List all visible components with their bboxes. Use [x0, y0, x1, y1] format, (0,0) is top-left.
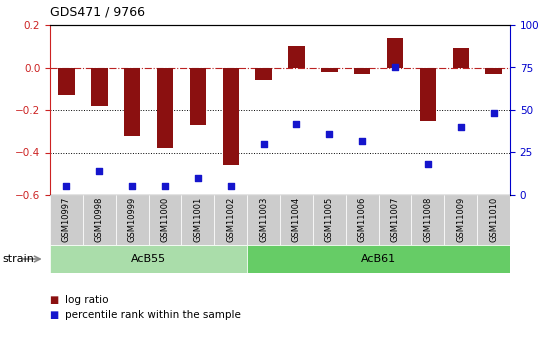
Bar [181, 195, 214, 245]
Bar [157, 68, 173, 148]
Text: GSM11003: GSM11003 [259, 197, 268, 242]
Point [391, 65, 399, 70]
Bar [223, 68, 239, 165]
Text: GDS471 / 9766: GDS471 / 9766 [50, 6, 145, 19]
Bar [124, 68, 140, 136]
Bar [256, 68, 272, 80]
Text: strain: strain [3, 254, 34, 264]
Bar [412, 195, 444, 245]
Point [489, 111, 498, 116]
Bar [280, 195, 313, 245]
Text: GSM11005: GSM11005 [325, 197, 334, 242]
Bar [321, 68, 337, 72]
Text: ■: ■ [50, 295, 62, 305]
Text: GSM11007: GSM11007 [391, 197, 400, 242]
Bar [189, 68, 206, 125]
Bar [288, 46, 305, 68]
Text: percentile rank within the sample: percentile rank within the sample [65, 310, 241, 320]
Bar [58, 68, 75, 95]
Point [292, 121, 301, 126]
Bar [313, 195, 346, 245]
Text: GSM11009: GSM11009 [456, 197, 465, 242]
Text: GSM10997: GSM10997 [62, 197, 71, 242]
Bar [148, 195, 181, 245]
Point [62, 184, 70, 189]
Text: GSM11004: GSM11004 [292, 197, 301, 242]
Bar [346, 195, 379, 245]
Point [128, 184, 137, 189]
Text: log ratio: log ratio [65, 295, 109, 305]
Bar [116, 195, 148, 245]
Text: AcB55: AcB55 [131, 254, 166, 264]
Point [194, 175, 202, 181]
Bar [214, 195, 247, 245]
Text: GSM11008: GSM11008 [423, 197, 433, 242]
Bar [420, 68, 436, 121]
Bar [444, 195, 477, 245]
Bar [247, 195, 280, 245]
Bar [452, 48, 469, 68]
Bar [379, 195, 412, 245]
Point [358, 138, 366, 144]
Point [226, 184, 235, 189]
Point [325, 131, 334, 137]
Text: GSM11010: GSM11010 [489, 197, 498, 242]
Text: GSM11001: GSM11001 [193, 197, 202, 242]
Point [259, 141, 268, 147]
Point [456, 124, 465, 130]
Bar [50, 195, 83, 245]
Text: GSM10998: GSM10998 [95, 197, 104, 242]
Text: GSM11000: GSM11000 [160, 197, 169, 242]
Point [95, 168, 104, 174]
Text: ■: ■ [50, 310, 62, 320]
Bar [50, 245, 247, 273]
Point [423, 162, 432, 167]
Bar [387, 38, 403, 68]
Bar [91, 68, 108, 106]
Bar [477, 195, 510, 245]
Text: AcB61: AcB61 [361, 254, 396, 264]
Bar [485, 68, 502, 74]
Bar [247, 245, 510, 273]
Point [161, 184, 169, 189]
Text: GSM10999: GSM10999 [128, 197, 137, 242]
Text: GSM11002: GSM11002 [226, 197, 235, 242]
Bar [83, 195, 116, 245]
Text: GSM11006: GSM11006 [358, 197, 366, 242]
Bar [354, 68, 370, 74]
